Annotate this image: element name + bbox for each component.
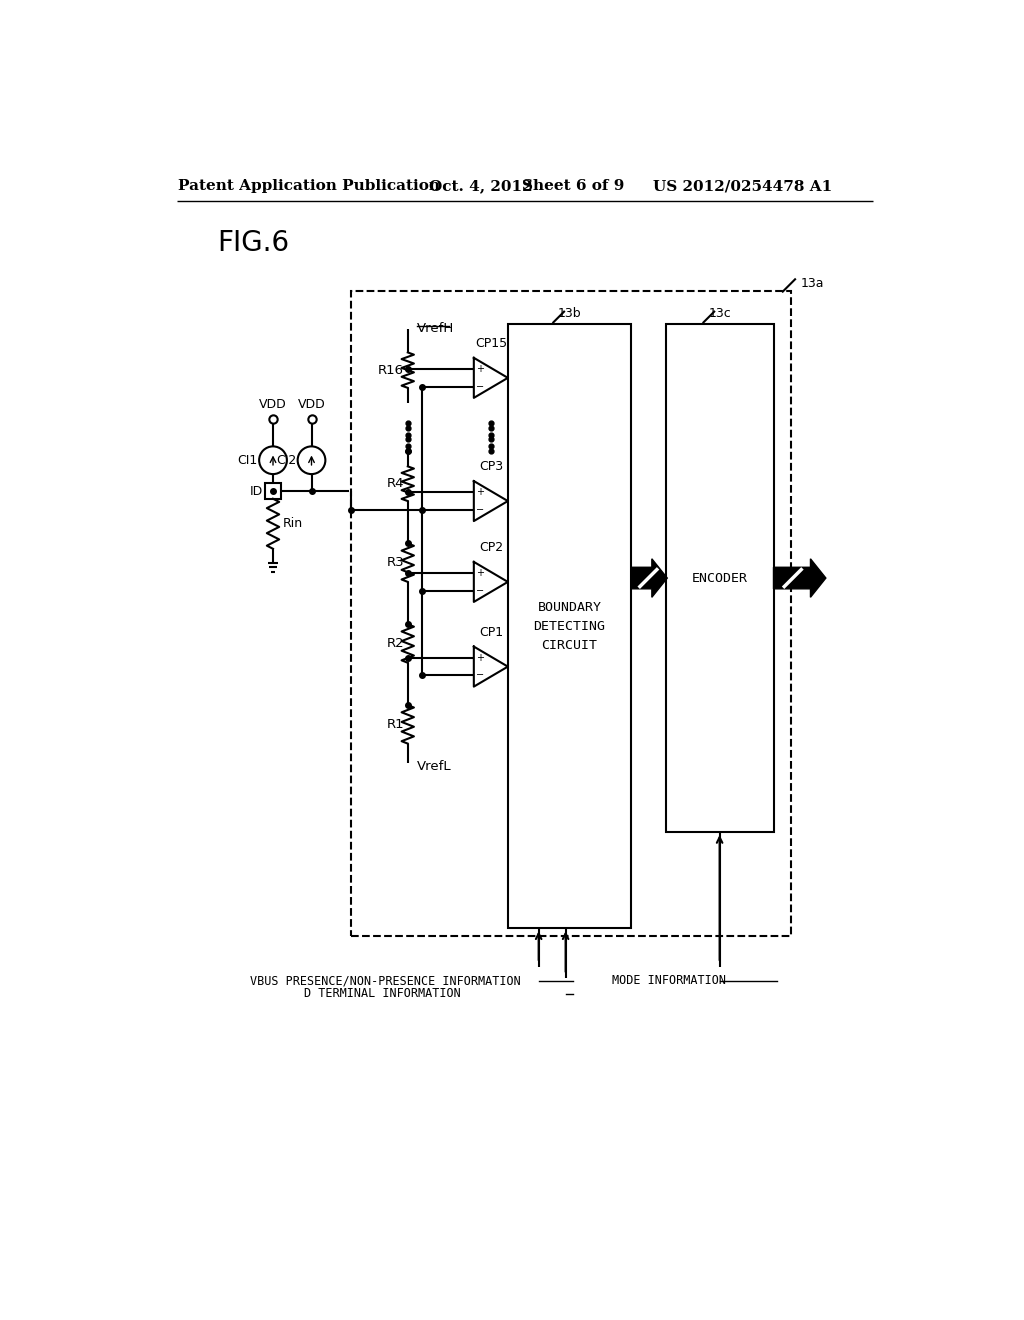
- Text: CP2: CP2: [479, 541, 503, 554]
- Bar: [666, 323, 773, 832]
- Text: Rin: Rin: [283, 517, 303, 531]
- Text: FIG.6: FIG.6: [217, 230, 289, 257]
- Text: −: −: [476, 504, 484, 515]
- Text: +: +: [476, 364, 484, 374]
- Text: VBUS PRESENCE/NON-PRESENCE INFORMATION: VBUS PRESENCE/NON-PRESENCE INFORMATION: [250, 974, 520, 987]
- Text: 13b: 13b: [558, 308, 582, 321]
- Text: ID: ID: [250, 484, 263, 498]
- Text: +: +: [476, 568, 484, 578]
- Text: CP1: CP1: [479, 626, 503, 639]
- Bar: [351, 290, 792, 936]
- Text: CP3: CP3: [479, 461, 503, 474]
- Text: D TERMINAL INFORMATION: D TERMINAL INFORMATION: [304, 987, 461, 1001]
- Text: ENCODER: ENCODER: [691, 572, 748, 585]
- Text: R1: R1: [386, 718, 403, 731]
- Text: Sheet 6 of 9: Sheet 6 of 9: [521, 180, 624, 193]
- Text: −: −: [476, 671, 484, 680]
- Text: CP15: CP15: [475, 337, 507, 350]
- Text: R4: R4: [386, 478, 403, 490]
- Text: VDD: VDD: [298, 397, 326, 411]
- Text: VDD: VDD: [259, 397, 287, 411]
- FancyArrow shape: [773, 558, 826, 598]
- Text: 13a: 13a: [801, 277, 824, 289]
- Text: +: +: [476, 653, 484, 663]
- Text: US 2012/0254478 A1: US 2012/0254478 A1: [652, 180, 831, 193]
- Bar: [508, 323, 631, 928]
- Bar: [265, 483, 281, 499]
- Text: CI2: CI2: [275, 454, 296, 467]
- FancyArrow shape: [631, 558, 668, 598]
- Text: R2: R2: [386, 638, 403, 649]
- Text: −: −: [476, 586, 484, 595]
- Text: VrefL: VrefL: [417, 760, 452, 774]
- Text: R16: R16: [378, 363, 403, 376]
- Text: CI1: CI1: [238, 454, 258, 467]
- Text: R3: R3: [386, 556, 403, 569]
- Text: VrefH: VrefH: [417, 322, 455, 335]
- Text: −: −: [476, 381, 484, 392]
- Text: MODE INFORMATION: MODE INFORMATION: [611, 974, 726, 987]
- Text: Oct. 4, 2012: Oct. 4, 2012: [429, 180, 532, 193]
- Text: BOUNDARY
DETECTING
CIRCUIT: BOUNDARY DETECTING CIRCUIT: [534, 601, 605, 652]
- Text: 13c: 13c: [709, 308, 731, 321]
- Text: Patent Application Publication: Patent Application Publication: [178, 180, 440, 193]
- Text: +: +: [476, 487, 484, 498]
